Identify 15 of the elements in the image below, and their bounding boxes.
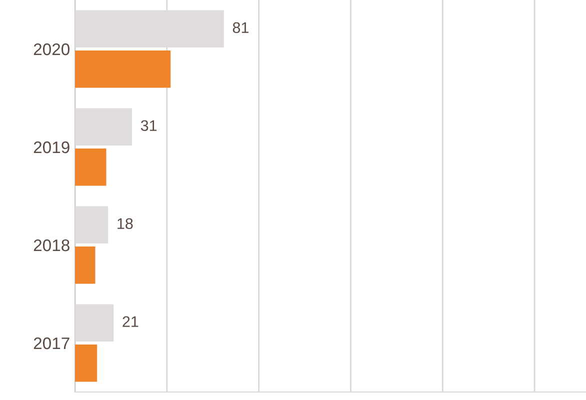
bar bbox=[75, 344, 98, 382]
y-tick-label: 2019 bbox=[34, 141, 70, 154]
data-label: 21 bbox=[122, 316, 138, 327]
y-tick-label: 2020 bbox=[34, 43, 70, 56]
bar bbox=[75, 206, 108, 244]
bar bbox=[75, 108, 132, 146]
bar bbox=[75, 246, 96, 284]
data-label: 81 bbox=[232, 22, 248, 34]
data-label: 18 bbox=[118, 218, 133, 230]
y-tick-label: 2018 bbox=[34, 239, 70, 252]
bar bbox=[75, 148, 106, 186]
bar bbox=[75, 304, 114, 342]
bar bbox=[75, 50, 171, 88]
data-label: 31 bbox=[140, 120, 157, 132]
y-tick-label: 2017 bbox=[34, 337, 70, 350]
